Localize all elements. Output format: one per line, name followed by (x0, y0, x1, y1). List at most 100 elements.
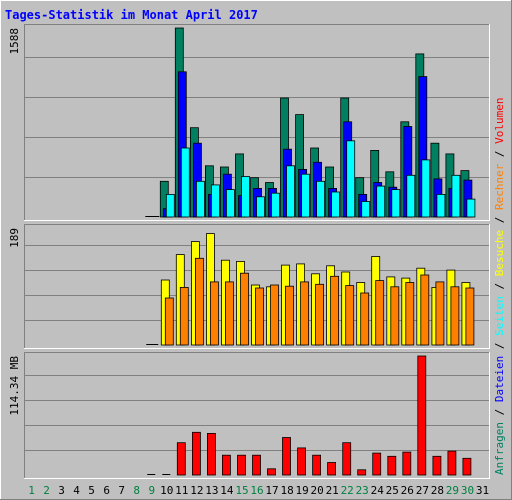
chart-title: Tages-Statistik im Monat April 2017 (5, 8, 258, 22)
legend-part: / (493, 402, 506, 422)
bar-volumen-day-18 (282, 437, 291, 476)
bar-volumen-day-19 (297, 447, 307, 476)
bar-rechner-day-24 (375, 280, 385, 346)
panel-top: 1588 (8, 24, 490, 221)
day-label-10: 10 (160, 484, 173, 497)
day-label-1: 1 (28, 484, 35, 497)
bar-seiten-day-14 (225, 189, 235, 218)
bar-volumen-day-13 (206, 432, 216, 476)
bar-seiten-day-20 (316, 180, 326, 218)
bar-seiten-day-25 (391, 189, 401, 218)
day-label-29: 29 (446, 484, 459, 497)
chart-panels: 1588 189 114.34 MB (8, 24, 490, 479)
bar-rechner-day-23 (360, 292, 370, 346)
day-label-24: 24 (371, 484, 385, 497)
bar-volumen-day-20 (312, 454, 322, 476)
bar-rechner-day-16 (255, 287, 264, 346)
panel-bot: 114.34 MB (8, 352, 490, 479)
bar-volumen-day-22 (342, 442, 352, 476)
day-label-27: 27 (416, 484, 429, 497)
legend-part: / (493, 276, 506, 296)
bar-volumen-day-24 (372, 452, 382, 476)
bar-seiten-day-19 (301, 173, 311, 218)
bar-seiten-day-18 (286, 165, 295, 218)
bar-rechner-day-29 (450, 286, 460, 346)
bar-seiten-day-29 (451, 174, 461, 218)
bar-rechner-day-26 (405, 282, 415, 346)
bar-seiten-day-17 (271, 192, 280, 218)
day-label-5: 5 (88, 484, 95, 497)
bar-volumen-day-16 (252, 454, 261, 476)
bar-rechner-day-20 (315, 283, 325, 346)
bar-volumen-day-14 (221, 454, 231, 476)
bar-seiten-day-23 (361, 201, 371, 218)
day-label-2: 2 (43, 484, 50, 497)
legend-part: Dateien (493, 356, 506, 402)
day-label-16: 16 (250, 484, 263, 497)
day-label-22: 22 (341, 484, 354, 497)
bar-rechner-day-13 (209, 281, 219, 346)
bar-seiten-day-21 (331, 191, 341, 218)
bar-seiten-day-13 (210, 184, 220, 218)
bar-rechner-day-30 (465, 287, 475, 346)
legend-part: Volumen (493, 97, 506, 143)
legend-part: Besuche (493, 230, 506, 276)
bar-volumen-day-15 (237, 454, 246, 476)
day-label-8: 8 (133, 484, 140, 497)
day-label-15: 15 (235, 484, 248, 497)
bar-rechner-day-11 (179, 286, 189, 346)
bar-volumen-day-30 (462, 457, 472, 476)
bar-volumen-day-28 (432, 455, 442, 476)
day-label-6: 6 (103, 484, 110, 497)
bar-rechner-day-27 (420, 274, 430, 346)
bar-rechner-day-19 (300, 281, 310, 346)
day-label-12: 12 (190, 484, 203, 497)
bar-seiten-day-26 (406, 174, 416, 218)
bar-rechner-day-15 (240, 272, 249, 346)
bar-rechner-day-22 (345, 285, 355, 346)
legend-part: / (493, 210, 506, 230)
bar-seiten-day-28 (436, 193, 446, 218)
bar-volumen-day-27 (417, 355, 427, 476)
bar-seiten-day-15 (241, 176, 250, 218)
y-max-label: 189 (8, 228, 21, 248)
bar-rechner-day-21 (330, 275, 340, 346)
bar-seiten-day-10 (165, 193, 175, 218)
day-label-3: 3 (58, 484, 65, 497)
vertical-legend: Anfragen / Dateien / Seiten / Besuche / … (493, 97, 506, 475)
bar-rechner-day-10 (164, 297, 174, 346)
bar-seiten-day-16 (256, 196, 265, 218)
day-label-11: 11 (175, 484, 188, 497)
bar-seiten-day-22 (346, 140, 356, 218)
bar-seiten-day-24 (376, 185, 386, 218)
day-label-14: 14 (220, 484, 234, 497)
legend-part: Seiten (493, 296, 506, 336)
legend-part: / (493, 336, 506, 356)
day-label-30: 30 (461, 484, 474, 497)
y-max-label: 114.34 MB (8, 356, 21, 416)
bar-rechner-day-28 (435, 281, 445, 346)
day-label-4: 4 (73, 484, 80, 497)
bar-rechner-day-17 (270, 284, 279, 346)
day-label-20: 20 (310, 484, 323, 497)
day-label-25: 25 (386, 484, 399, 497)
x-axis-day-labels: 1 2 3 4 5 6 7 8 9 10 11 12 13 14 15 16 17 18 19 20 21 22 23 24 2… (28, 484, 489, 497)
bar-rechner-day-14 (224, 281, 234, 346)
day-label-21: 21 (326, 484, 339, 497)
bar-volumen-day-25 (387, 455, 397, 476)
bar-volumen-day-23 (357, 469, 367, 476)
day-label-23: 23 (356, 484, 369, 497)
panel-mid: 189 (8, 224, 490, 349)
legend-part: / (493, 144, 506, 164)
day-label-13: 13 (205, 484, 218, 497)
day-label-28: 28 (431, 484, 444, 497)
legend-part: Rechner (493, 163, 506, 210)
day-label-7: 7 (118, 484, 125, 497)
bar-volumen-day-11 (176, 442, 186, 476)
bar-volumen-day-21 (327, 462, 337, 476)
bar-seiten-day-12 (195, 180, 205, 218)
bar-volumen-day-12 (191, 431, 201, 476)
bar-seiten-day-27 (421, 159, 431, 218)
